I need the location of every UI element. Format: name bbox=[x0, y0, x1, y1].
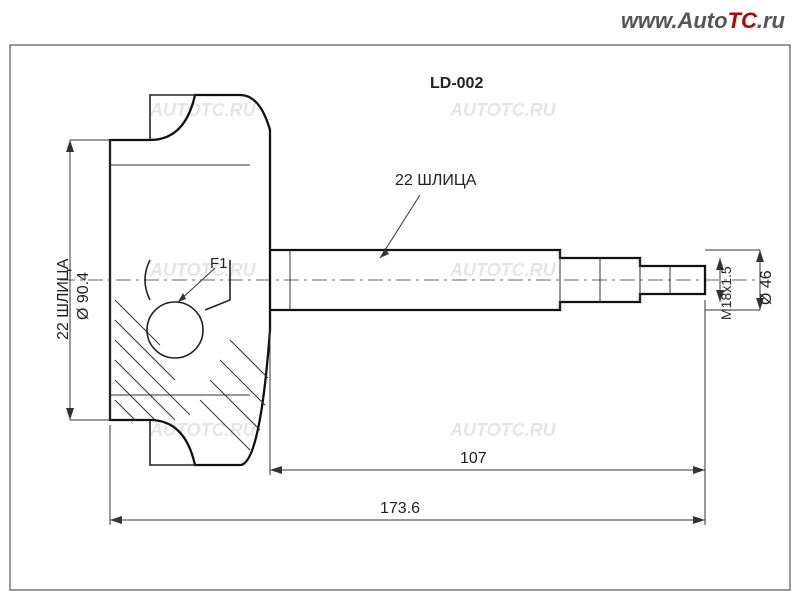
inner-splines-label-2: Ø 90.4 bbox=[75, 272, 93, 320]
inner-splines-label-1: 22 ШЛИЦА bbox=[55, 259, 73, 340]
thread-spec-label: M18x1.5 bbox=[718, 266, 734, 320]
dim-107-label: 107 bbox=[460, 450, 487, 468]
dim-173-label: 173.6 bbox=[380, 500, 420, 518]
outer-splines-label: 22 ШЛИЦА bbox=[395, 172, 476, 190]
part-number-label: LD-002 bbox=[430, 75, 483, 93]
drawing-canvas: www.AutoTC.ru AUTOTC.RU AUTOTC.RU AUTOTC… bbox=[0, 0, 800, 600]
f1-label: F1 bbox=[210, 255, 228, 272]
tip-dia-label: Ø 46 bbox=[758, 270, 776, 305]
